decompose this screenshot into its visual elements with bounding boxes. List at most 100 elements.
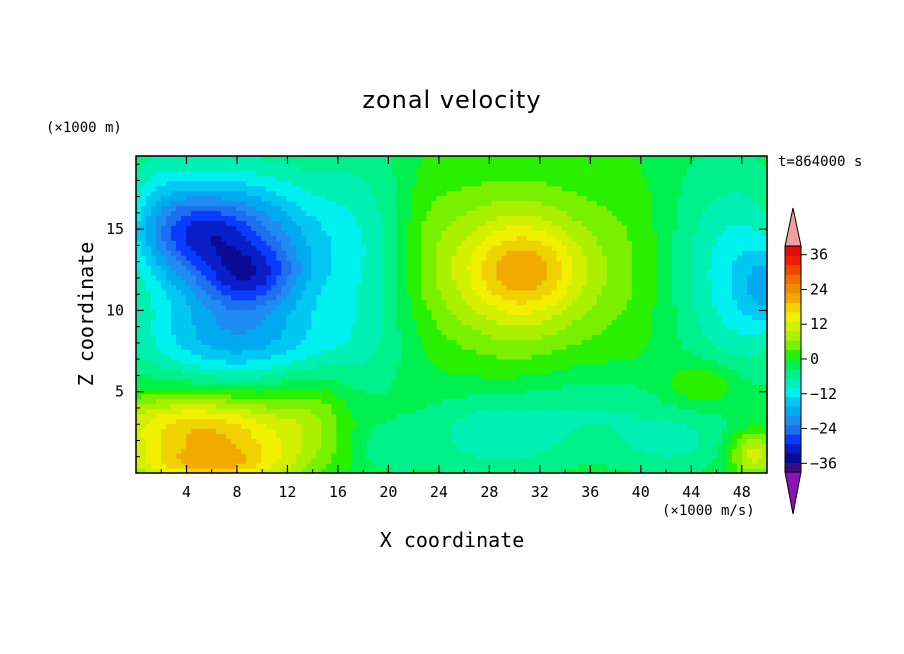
field-cell (261, 383, 267, 390)
field-cell (206, 215, 212, 221)
field-cell (466, 418, 473, 425)
field-cell (196, 309, 202, 316)
field-cell (141, 453, 147, 459)
field-cell (271, 235, 277, 241)
field-cell (261, 398, 267, 405)
field-cell (411, 210, 418, 217)
field-cell (416, 299, 423, 306)
field-cell (501, 225, 508, 231)
field-cell (421, 354, 428, 360)
field-cell (146, 264, 152, 271)
field-cell (461, 339, 468, 345)
field-cell (401, 279, 408, 286)
field-cell (341, 175, 347, 182)
field-cell (411, 339, 418, 345)
field-cell (316, 284, 322, 291)
field-cell (276, 190, 282, 197)
field-cell (251, 398, 257, 405)
field-cell (251, 220, 257, 226)
field-cell (356, 398, 362, 405)
field-cell (156, 289, 162, 296)
field-cell (356, 185, 362, 192)
field-cell (211, 170, 217, 177)
field-cell (496, 215, 503, 221)
field-cell (331, 368, 337, 375)
field-cell (456, 279, 463, 286)
field-cell (226, 349, 232, 355)
field-cell (351, 274, 357, 281)
field-cell (181, 289, 187, 296)
field-cell (161, 225, 167, 231)
field-cell (406, 314, 413, 321)
field-cell (481, 319, 488, 325)
field-cell (351, 463, 357, 469)
field-cell (416, 359, 423, 365)
field-cell (451, 314, 458, 321)
field-cell (521, 274, 528, 281)
field-cell (356, 309, 362, 316)
field-cell (266, 334, 272, 340)
field-cell (341, 408, 347, 415)
field-cell (386, 314, 393, 321)
field-cell (501, 284, 508, 291)
field-cell (381, 220, 387, 226)
field-cell (256, 185, 262, 192)
field-cell (241, 200, 247, 207)
field-cell (146, 368, 152, 375)
field-cell (276, 438, 282, 444)
field-cell (351, 279, 357, 286)
field-cell (356, 220, 362, 226)
field-cell (151, 413, 157, 420)
field-cell (516, 463, 523, 469)
field-cell (476, 458, 483, 464)
field-cell (486, 393, 493, 400)
field-cell (481, 373, 488, 380)
field-cell (466, 220, 473, 226)
field-cell (501, 304, 508, 311)
field-cell (466, 433, 473, 439)
field-cell (216, 255, 222, 261)
field-cell (316, 230, 322, 236)
field-cell (521, 468, 528, 474)
field-cell (356, 413, 362, 420)
field-cell (291, 170, 297, 177)
field-cell (391, 388, 398, 395)
field-cell (261, 403, 267, 410)
field-cell (251, 289, 257, 296)
field-cell (386, 205, 393, 212)
field-cell (251, 299, 257, 306)
field-cell (366, 388, 372, 395)
field-cell (431, 160, 438, 167)
field-cell (316, 304, 322, 311)
field-cell (306, 309, 312, 316)
field-cell (216, 294, 222, 301)
field-cell (496, 240, 503, 246)
field-cell (146, 156, 152, 162)
field-cell (471, 423, 478, 430)
field-cell (346, 423, 352, 430)
field-cell (316, 458, 322, 464)
field-cell (366, 269, 372, 276)
field-cell (181, 274, 187, 281)
field-cell (156, 413, 162, 420)
field-cell (311, 403, 317, 410)
field-cell (431, 373, 438, 380)
field-cell (186, 408, 192, 415)
field-cell (256, 349, 262, 355)
field-cell (231, 160, 237, 167)
field-cell (416, 448, 423, 454)
field-cell (406, 235, 413, 241)
field-cell (391, 319, 398, 325)
field-cell (216, 349, 222, 355)
field-cell (176, 329, 182, 335)
field-cell (471, 165, 478, 172)
field-cell (256, 314, 262, 321)
field-cell (471, 438, 478, 444)
field-cell (461, 279, 468, 286)
field-cell (166, 393, 172, 400)
field-cell (381, 393, 387, 400)
field-cell (206, 180, 212, 187)
field-cell (406, 393, 413, 400)
field-cell (451, 245, 458, 251)
field-cell (176, 468, 182, 474)
